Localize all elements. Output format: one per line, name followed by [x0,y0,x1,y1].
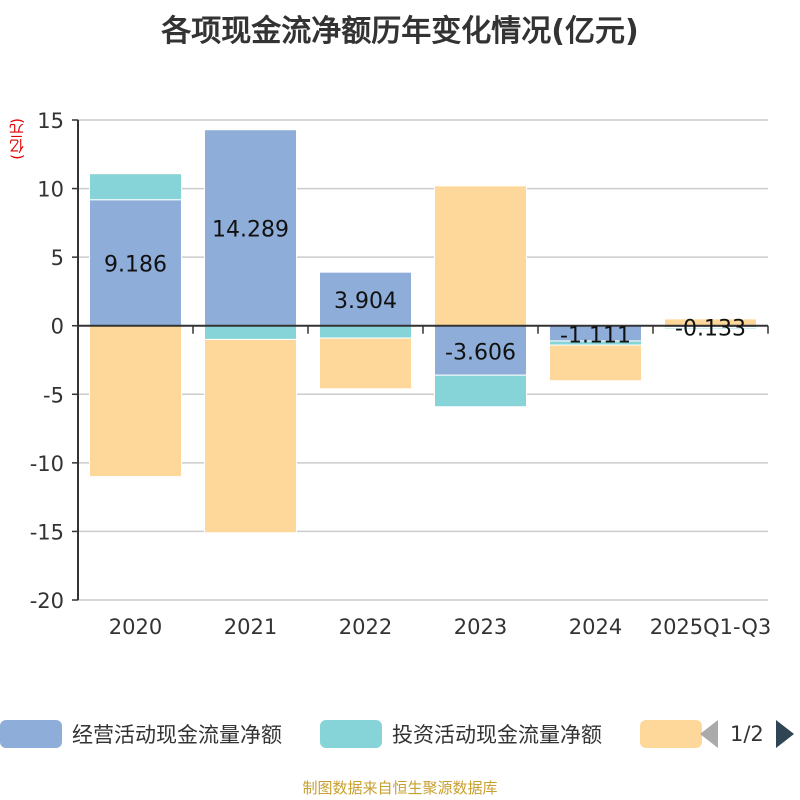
bar-investing [204,325,297,340]
bar-financing [204,338,297,534]
legend-label-operating: 经营活动现金流量净额 [72,723,282,747]
x-tick-label: 2023 [454,615,507,639]
bar-financing [89,325,182,478]
legend-next-page-icon[interactable] [775,720,794,748]
chart-title: 各项现金流净额历年变化情况(亿元) [161,14,639,49]
y-tick-label: 5 [51,246,64,270]
legend-prev-page-icon[interactable] [700,720,718,748]
legend-item-financing[interactable] [640,718,712,750]
data-label: 14.289 [212,218,289,243]
chart-canvas: 15 10 5 0 -5 -10 -15 -20 2020 2021 2022 2023 2024 202… [30,109,772,639]
bar-operating [204,129,297,327]
x-tick-label: 2024 [569,615,622,639]
bar-financing [549,344,642,382]
y-tick-label: -15 [30,520,64,544]
y-tick-label: 10 [37,178,64,202]
legend-swatch-financing [640,720,702,748]
legend-swatch-investing [320,720,382,748]
legend: 经营活动现金流量净额 投资活动现金流量净额 1/2 [0,712,800,760]
data-label: -3.606 [445,340,516,365]
x-tick-label: 2020 [109,615,162,639]
data-label: -1.111 [560,323,631,348]
legend-swatch-operating [0,720,62,748]
legend-page-indicator: 1/2 [730,722,764,746]
bar-investing [319,325,412,339]
legend-label-investing: 投资活动现金流量净额 [392,723,602,747]
bar-financing [434,185,527,327]
x-tick-label: 2025Q1-Q3 [650,615,772,639]
y-tick-label: 0 [51,315,64,339]
y-tick-label: 15 [37,109,64,133]
bar-operating [319,271,412,327]
bar-financing [319,337,412,390]
x-tick-label: 2022 [339,615,392,639]
bar-investing [664,327,757,330]
bar-investing [89,173,182,201]
legend-item-investing[interactable]: 投资活动现金流量净额 [320,718,602,750]
legend-pager: 1/2 [700,718,794,750]
bar-investing [434,374,527,408]
y-tick-label: -10 [30,452,64,476]
legend-item-operating[interactable]: 经营活动现金流量净额 [0,718,282,750]
data-label: 3.904 [334,289,397,314]
bar-operating [434,325,527,376]
source-caption: 制图数据来自恒生聚源数据库 [302,779,498,797]
y-tick-label: -5 [43,383,64,407]
y-tick-label: -20 [30,589,64,613]
x-tick-label: 2021 [224,615,277,639]
data-label: -0.133 [675,317,746,342]
data-label: 9.186 [104,253,167,278]
